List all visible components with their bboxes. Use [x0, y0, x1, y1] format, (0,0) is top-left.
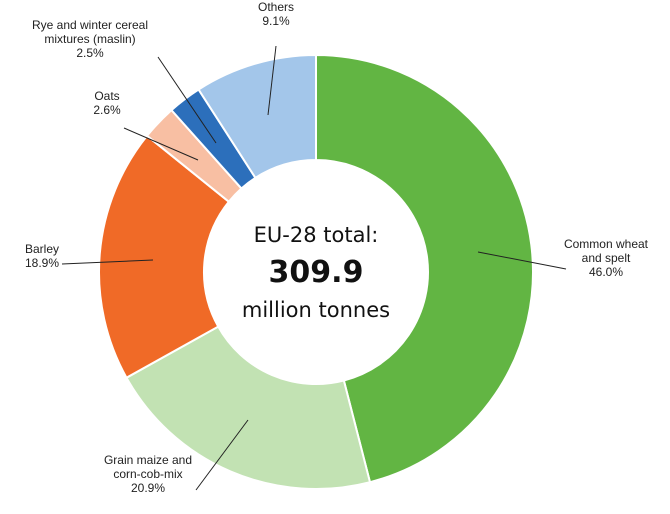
slice-percent: 20.9% [131, 481, 165, 495]
slice-percent: 2.6% [93, 103, 121, 117]
slice-name: Grain maize and [104, 453, 192, 467]
slice-percent: 18.9% [25, 256, 59, 270]
donut-slices [98, 53, 534, 490]
slice-barley [98, 134, 231, 380]
slice-label: Common wheat and spelt 46.0% [564, 237, 649, 279]
slice-grain-maize-and-corn-cob-mix [125, 325, 372, 490]
slice-name: Rye and winter cereal [32, 18, 148, 32]
slice-labels: Common wheat and spelt 46.0% Grain maize an… [25, 0, 649, 495]
slice-name: and spelt [582, 251, 631, 265]
leader-line [157, 56, 217, 144]
leader-lines [61, 45, 567, 491]
slice-common-wheat-and-spelt [315, 53, 534, 484]
center-total-value: 309.9 [269, 255, 364, 290]
center-title: EU-28 total: [254, 223, 379, 247]
slice-others [197, 53, 317, 180]
slice-percent: 46.0% [589, 265, 623, 279]
leader-line [195, 419, 249, 491]
slice-percent: 9.1% [262, 14, 290, 28]
slice-name: mixtures (maslin) [44, 32, 135, 46]
slice-label: Others 9.1% [258, 0, 294, 28]
slice-name: corn-cob-mix [113, 467, 182, 481]
slice-name: Common wheat [564, 237, 649, 251]
slice-label: Barley 18.9% [25, 242, 59, 270]
leader-line [123, 127, 199, 161]
slice-label: Oats 2.6% [93, 89, 121, 117]
center-text: EU-28 total: 309.9 million tonnes [242, 223, 390, 322]
slice-label: Grain maize and corn-cob-mix 20.9% [104, 453, 192, 495]
slice-label: Rye and winter cereal mixtures (maslin) 2.… [32, 18, 148, 60]
slice-name: Others [258, 0, 294, 14]
slice-name: Oats [94, 89, 119, 103]
slice-percent: 2.5% [76, 46, 104, 60]
slice-name: Barley [25, 242, 59, 256]
center-unit: million tonnes [242, 298, 390, 322]
leader-line [267, 45, 277, 116]
leader-line [61, 259, 154, 265]
leader-line [477, 251, 567, 270]
